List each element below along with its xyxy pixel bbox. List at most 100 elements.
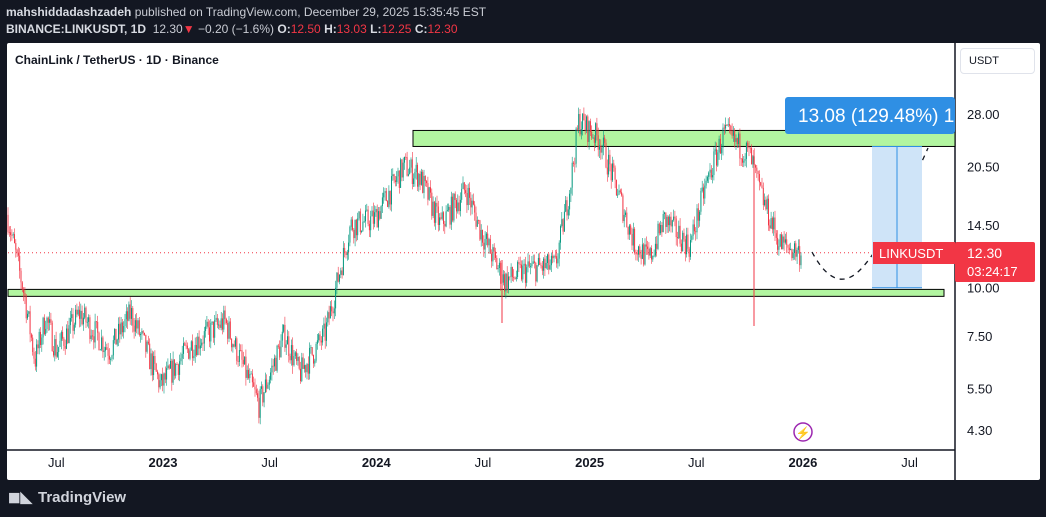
candle-body bbox=[106, 347, 108, 350]
change: −0.20 (−1.6%) bbox=[197, 22, 275, 36]
candle-body bbox=[537, 257, 539, 266]
candle-body bbox=[361, 230, 363, 232]
candle-body bbox=[461, 188, 463, 200]
candle-body bbox=[29, 311, 31, 335]
candle-body bbox=[254, 386, 256, 390]
candle-body bbox=[327, 312, 329, 323]
candle-body bbox=[170, 360, 171, 369]
candle-body bbox=[350, 219, 352, 227]
candle-body bbox=[129, 304, 131, 319]
candle-body bbox=[305, 365, 307, 373]
candle-body bbox=[704, 185, 706, 199]
candle-body bbox=[662, 214, 664, 233]
candle-body bbox=[172, 359, 174, 383]
publish-date: published on TradingView.com, December 2… bbox=[131, 5, 487, 19]
candle-body bbox=[778, 246, 780, 250]
down-arrow-icon: ▼ bbox=[182, 22, 195, 36]
candle-body bbox=[716, 149, 717, 166]
candle-body bbox=[463, 182, 465, 191]
candle-body bbox=[400, 159, 402, 188]
candle-body bbox=[615, 179, 617, 196]
candle-body bbox=[326, 322, 327, 341]
candle-body bbox=[280, 340, 282, 358]
candle-body bbox=[654, 243, 656, 256]
candle-body bbox=[105, 347, 106, 351]
y-tick-label: 4.30 bbox=[967, 423, 992, 438]
candle-body bbox=[428, 187, 430, 200]
candle-body bbox=[669, 216, 671, 226]
candle-body bbox=[320, 340, 322, 343]
candle-body bbox=[547, 254, 548, 263]
candle-body bbox=[645, 244, 647, 247]
candle-body bbox=[201, 342, 203, 346]
candle-body bbox=[487, 233, 489, 246]
x-tick-label: Jul bbox=[261, 455, 278, 470]
candle-body bbox=[639, 246, 641, 255]
candle-body bbox=[33, 352, 35, 359]
candle-body bbox=[443, 212, 444, 224]
high: 13.03 bbox=[336, 22, 367, 36]
candle-body bbox=[407, 174, 409, 176]
candle-body bbox=[21, 282, 23, 290]
candle-body bbox=[618, 190, 620, 195]
candle-body bbox=[784, 239, 786, 243]
candle-body bbox=[222, 318, 223, 330]
candle-body bbox=[777, 237, 779, 250]
candle-body bbox=[686, 234, 688, 255]
candle-body bbox=[97, 321, 99, 333]
candle-body bbox=[59, 340, 61, 347]
candle-body bbox=[436, 202, 438, 207]
candle-body bbox=[644, 244, 646, 265]
candle-body bbox=[241, 350, 243, 360]
candle-body bbox=[508, 276, 509, 290]
candle-body bbox=[799, 246, 801, 266]
candle-body bbox=[465, 190, 467, 193]
candle-body bbox=[496, 257, 498, 270]
candle-body bbox=[371, 210, 373, 217]
candle-body bbox=[424, 175, 426, 182]
candle-body bbox=[67, 328, 69, 344]
candle-body bbox=[272, 365, 274, 367]
candle-body bbox=[60, 331, 62, 341]
candle-body bbox=[66, 328, 67, 349]
candle-body bbox=[479, 220, 481, 240]
candle-body bbox=[162, 374, 164, 386]
candle-body bbox=[588, 121, 590, 142]
tradingview-logo[interactable]: ◼◣ TradingView bbox=[8, 488, 126, 507]
y-tick-label: 5.50 bbox=[967, 382, 992, 397]
candle-body bbox=[216, 317, 218, 325]
candle-body bbox=[398, 170, 400, 188]
candle-body bbox=[485, 233, 487, 239]
open: 12.50 bbox=[290, 22, 321, 36]
publish-info: mahshiddadashzadeh published on TradingV… bbox=[6, 5, 486, 19]
candle-body bbox=[440, 217, 442, 219]
measure-label: 13.08 (129.48%) 1 bbox=[798, 106, 954, 127]
currency-button[interactable]: USDT bbox=[960, 48, 1035, 74]
candle-body bbox=[236, 338, 238, 361]
candle-body bbox=[192, 341, 194, 359]
candle-body bbox=[640, 254, 642, 259]
candle-body bbox=[727, 124, 729, 126]
candle-body bbox=[303, 365, 305, 369]
candle-body bbox=[696, 208, 698, 233]
candle-body bbox=[285, 344, 287, 348]
candle-body bbox=[32, 337, 34, 353]
candle-body bbox=[402, 162, 404, 178]
candle-body bbox=[245, 356, 247, 378]
candle-body bbox=[372, 210, 374, 224]
candle-body bbox=[554, 255, 556, 257]
candle-body bbox=[406, 157, 408, 176]
candle-body bbox=[171, 360, 173, 383]
candle-body bbox=[298, 356, 300, 369]
candle-body bbox=[665, 212, 667, 227]
candle-body bbox=[219, 324, 221, 328]
candle-body bbox=[383, 192, 385, 198]
candle-body bbox=[749, 147, 751, 149]
measure-label-box bbox=[785, 97, 955, 134]
candle-body bbox=[99, 349, 101, 351]
candle-body bbox=[167, 365, 169, 369]
candle-body bbox=[404, 156, 405, 163]
candle-body bbox=[290, 345, 292, 361]
candle-body bbox=[302, 357, 304, 369]
